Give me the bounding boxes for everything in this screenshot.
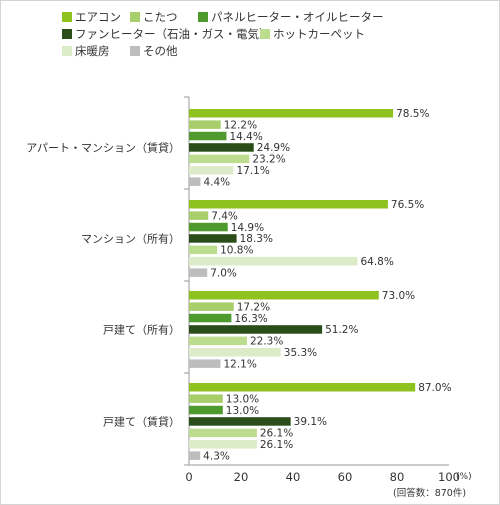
- legend-swatch: [62, 12, 72, 22]
- legend-label: ファンヒーター（石油・ガス・電気）: [75, 27, 271, 41]
- bar: [189, 336, 247, 346]
- bar: [189, 302, 234, 311]
- bar: [189, 405, 223, 415]
- bar: [189, 177, 201, 186]
- legend-label: こたつ: [143, 10, 178, 24]
- bar: [189, 325, 323, 334]
- legend-item: パネルヒーター・オイルヒーター: [198, 10, 384, 24]
- bar: [189, 451, 201, 460]
- legend-item: ホットカーペット: [260, 27, 365, 41]
- bar: [189, 109, 394, 118]
- value-label: 22.3%: [250, 336, 283, 348]
- category-label: 戸建て（賃貸）: [103, 414, 180, 428]
- bar: [189, 200, 388, 209]
- legend-swatch: [198, 12, 208, 22]
- category-label: 戸建て（所有）: [103, 322, 180, 336]
- x-tick-label: 100: [438, 470, 460, 484]
- bar: [189, 120, 221, 129]
- bar: [189, 166, 234, 175]
- value-label: 4.4%: [203, 176, 230, 188]
- value-label: 24.9%: [257, 142, 290, 154]
- value-label: 7.0%: [210, 267, 237, 279]
- bar: [189, 313, 232, 323]
- legend-label: ホットカーペット: [273, 27, 365, 41]
- x-unit-label: (%): [456, 472, 472, 482]
- value-label: 12.1%: [223, 358, 256, 370]
- value-label: 35.3%: [284, 347, 317, 359]
- legend-item: 床暖房: [62, 44, 110, 58]
- value-label: 76.5%: [391, 199, 424, 211]
- value-label: 17.2%: [237, 301, 270, 313]
- bar: [189, 417, 291, 426]
- value-label: 39.1%: [294, 416, 327, 428]
- legend-label: その他: [143, 44, 178, 58]
- bar: [189, 222, 228, 232]
- bar: [189, 143, 254, 152]
- legend-item: ファンヒーター（石油・ガス・電気）: [62, 27, 271, 41]
- value-label: 64.8%: [360, 256, 393, 268]
- value-label: 7.4%: [211, 210, 238, 222]
- value-label: 12.2%: [224, 119, 257, 131]
- value-label: 10.8%: [220, 245, 253, 257]
- bar: [189, 348, 281, 357]
- response-count-note: (回答数：870件): [393, 488, 467, 499]
- value-label: 78.5%: [396, 108, 429, 120]
- legend-swatch: [62, 29, 72, 39]
- bar: [189, 428, 257, 438]
- category-label: アパート・マンション（賃貸）: [26, 140, 180, 154]
- bar: [189, 257, 358, 266]
- bar: [189, 383, 416, 392]
- legend-swatch: [260, 29, 270, 39]
- value-label: 18.3%: [240, 233, 273, 245]
- bar: [189, 211, 209, 220]
- x-tick-label: 0: [185, 470, 192, 484]
- bar: [189, 291, 379, 300]
- x-tick-label: 40: [286, 470, 301, 484]
- bar: [189, 394, 223, 403]
- value-label: 14.4%: [229, 131, 262, 143]
- bar: [189, 234, 237, 243]
- value-label: 51.2%: [325, 324, 358, 336]
- legend-label: エアコン: [75, 10, 121, 24]
- legend-item: こたつ: [130, 10, 178, 24]
- bar: [189, 154, 250, 164]
- value-label: 13.0%: [226, 393, 259, 405]
- x-tick-label: 60: [338, 470, 353, 484]
- value-label: 73.0%: [382, 290, 415, 302]
- x-tick-label: 20: [234, 470, 249, 484]
- category-label: マンション（所有）: [81, 231, 180, 245]
- value-label: 87.0%: [418, 382, 451, 394]
- value-label: 4.3%: [203, 450, 230, 462]
- legend-swatch: [130, 12, 140, 22]
- legend-item: エアコン: [62, 10, 121, 24]
- value-label: 16.3%: [234, 313, 267, 325]
- value-label: 14.9%: [231, 222, 264, 234]
- value-label: 13.0%: [226, 405, 259, 417]
- value-label: 17.1%: [236, 165, 269, 177]
- bar: [189, 359, 221, 368]
- bar: [189, 131, 227, 141]
- legend-swatch: [130, 46, 140, 56]
- legend-item: その他: [130, 44, 178, 58]
- value-label: 26.1%: [260, 428, 293, 440]
- bar: [189, 440, 257, 449]
- value-label: 23.2%: [252, 154, 285, 166]
- bar: [189, 245, 218, 255]
- legend-swatch: [62, 46, 72, 56]
- bar: [189, 268, 208, 277]
- x-tick-label: 80: [390, 470, 405, 484]
- legend-label: パネルヒーター・オイルヒーター: [211, 10, 384, 24]
- legend-label: 床暖房: [75, 44, 110, 58]
- value-label: 26.1%: [260, 439, 293, 451]
